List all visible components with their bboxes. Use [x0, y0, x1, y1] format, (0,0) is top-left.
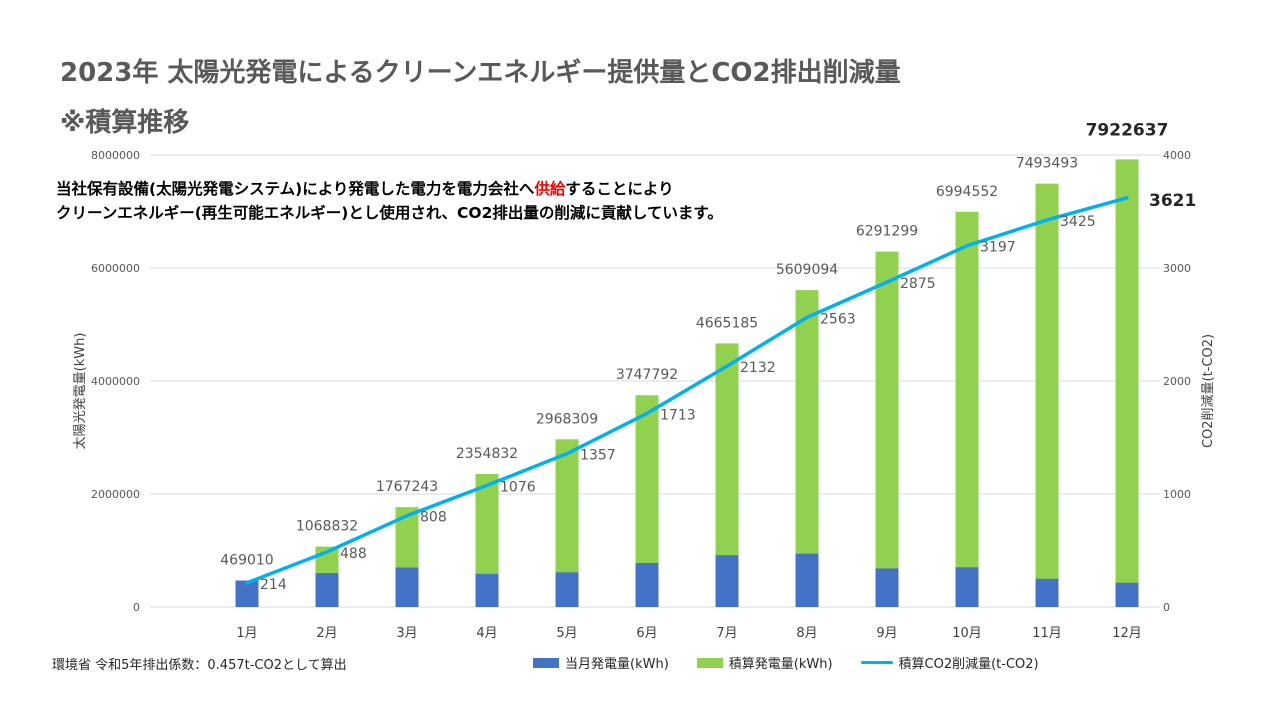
- co2-value-label: 214: [260, 577, 287, 593]
- y-right-tick-label: 3000: [1163, 262, 1191, 275]
- bar-monthly: [635, 562, 659, 607]
- bar-cumulative: [955, 211, 979, 608]
- legend-label: 当月発電量(kWh): [565, 657, 669, 672]
- co2-value-label: 808: [420, 510, 447, 526]
- legend-item-cumulative: 積算発電量(kWh): [696, 653, 833, 672]
- bar-monthly: [955, 567, 979, 607]
- y-right-axis-title: CO2削減量(t-CO2): [1200, 334, 1216, 448]
- co2-value-label: 2875: [900, 276, 936, 292]
- bar-monthly: [1035, 578, 1059, 607]
- bar-monthly: [315, 573, 339, 607]
- x-tick-label: 1月: [236, 626, 257, 641]
- cumulative-value-label: 6994552: [936, 184, 998, 200]
- bar-monthly: [1115, 582, 1139, 607]
- bar-monthly: [235, 580, 259, 607]
- footnote: 環境省 令和5年排出係数：0.457t-CO2として算出: [52, 658, 347, 673]
- bar-monthly: [715, 555, 739, 607]
- cumulative-value-label: 4665185: [696, 315, 758, 331]
- x-tick-label: 8月: [796, 626, 817, 641]
- bar-cumulative: [795, 290, 819, 607]
- cumulative-value-label: 1767243: [376, 479, 438, 495]
- co2-value-label: 2132: [740, 360, 776, 376]
- co2-value-label: 488: [340, 546, 367, 562]
- axes: 0 2000000 4000000 6000000 8000000 0 1000 2000 30…: [73, 149, 1216, 641]
- bar-cumulative: [555, 439, 579, 607]
- y-left-tick-label: 8000000: [91, 149, 140, 162]
- description-line-2: クリーンエネルギー(再生可能エネルギー)とし使用され、CO2排出量の削減に貢献し…: [56, 204, 723, 222]
- cumulative-value-label: 3747792: [616, 367, 678, 383]
- x-tick-label: 11月: [1032, 626, 1062, 641]
- co2-value-label: 2563: [820, 311, 856, 327]
- bar-cumulative: [715, 343, 739, 607]
- cumulative-value-label: 5609094: [776, 262, 838, 278]
- bar-cumulative: [875, 251, 899, 607]
- bar-monthly: [395, 567, 419, 607]
- legend: 当月発電量(kWh) 積算発電量(kWh) 積算CO2削減量(t-CO2): [533, 653, 1067, 672]
- highlight-word: 供給: [534, 180, 566, 198]
- x-tick-label: 6月: [636, 626, 657, 641]
- legend-label: 積算CO2削減量(t-CO2): [898, 657, 1039, 672]
- y-left-tick-label: 6000000: [91, 262, 140, 275]
- bar-cumulative: [1035, 183, 1059, 607]
- gridlines: [150, 154, 1160, 608]
- co2-value-label: 3425: [1060, 214, 1096, 230]
- y-right-tick-label: 1000: [1163, 488, 1191, 501]
- legend-swatch: [533, 657, 559, 668]
- y-right-tick-label: 2000: [1163, 375, 1191, 388]
- bar-monthly: [475, 573, 499, 607]
- co2-line-path: [245, 196, 1129, 585]
- description-text: することにより: [565, 180, 674, 198]
- co2-value-label: 1357: [580, 448, 616, 464]
- legend-item-co2: 積算CO2削減量(t-CO2): [860, 653, 1039, 672]
- cumulative-value-label: 1068832: [296, 519, 358, 535]
- description-text: 当社保有設備(太陽光発電システム)により発電した電力を電力会社へ: [56, 180, 535, 198]
- x-tick-label: 7月: [716, 626, 737, 641]
- x-tick-label: 4月: [476, 626, 497, 641]
- cumulative-value-label: 469010: [220, 553, 273, 569]
- legend-swatch: [696, 657, 723, 668]
- bar-cumulative: [475, 473, 499, 607]
- x-tick-label: 9月: [876, 626, 897, 641]
- x-tick-label: 3月: [396, 626, 417, 641]
- bar-monthly: [875, 568, 899, 607]
- cumulative-value-label: 2354832: [456, 446, 518, 462]
- bar-monthly: [795, 553, 819, 607]
- x-tick-label: 2月: [316, 626, 337, 641]
- y-left-axis-title: 太陽光発電量(kWh): [73, 333, 88, 450]
- bar-cumulative: [1115, 159, 1139, 607]
- y-right-tick-label: 0: [1163, 601, 1170, 614]
- legend-swatch: [860, 661, 893, 664]
- x-tick-label: 5月: [556, 626, 577, 641]
- bars: [235, 159, 1139, 608]
- y-left-tick-label: 4000000: [91, 375, 140, 388]
- cumulative-value-label: 2968309: [536, 411, 598, 427]
- page-title: 2023年 太陽光発電によるクリーンエネルギー提供量とCO2排出削減量: [60, 58, 901, 88]
- co2-value-label: 1713: [660, 407, 696, 423]
- description-line-1: 当社保有設備(太陽光発電システム)により発電した電力を電力会社へ供給することによ…: [56, 177, 674, 199]
- y-left-tick-label: 0: [133, 601, 140, 614]
- co2-value-label: 3197: [980, 240, 1016, 256]
- y-left-tick-label: 2000000: [91, 488, 140, 501]
- data-labels: 469010 1068832 1767243 2354832 2968309 374779…: [220, 120, 1196, 592]
- page-subtitle: ※積算推移: [60, 108, 190, 138]
- cumulative-value-label: 7922637: [1086, 120, 1169, 140]
- bar-cumulative: [635, 395, 659, 607]
- legend-item-monthly: 当月発電量(kWh): [533, 653, 669, 672]
- y-right-tick-label: 4000: [1163, 149, 1191, 162]
- x-tick-label: 12月: [1112, 626, 1142, 641]
- cumulative-value-label: 6291299: [856, 224, 918, 240]
- x-tick-label: 10月: [952, 626, 982, 641]
- co2-value-label: 3621: [1149, 191, 1196, 211]
- cumulative-value-label: 7493493: [1016, 156, 1078, 172]
- bar-monthly: [555, 572, 579, 607]
- co2-line: [245, 196, 1129, 585]
- legend-label: 積算発電量(kWh): [728, 657, 833, 672]
- co2-value-label: 1076: [500, 479, 536, 495]
